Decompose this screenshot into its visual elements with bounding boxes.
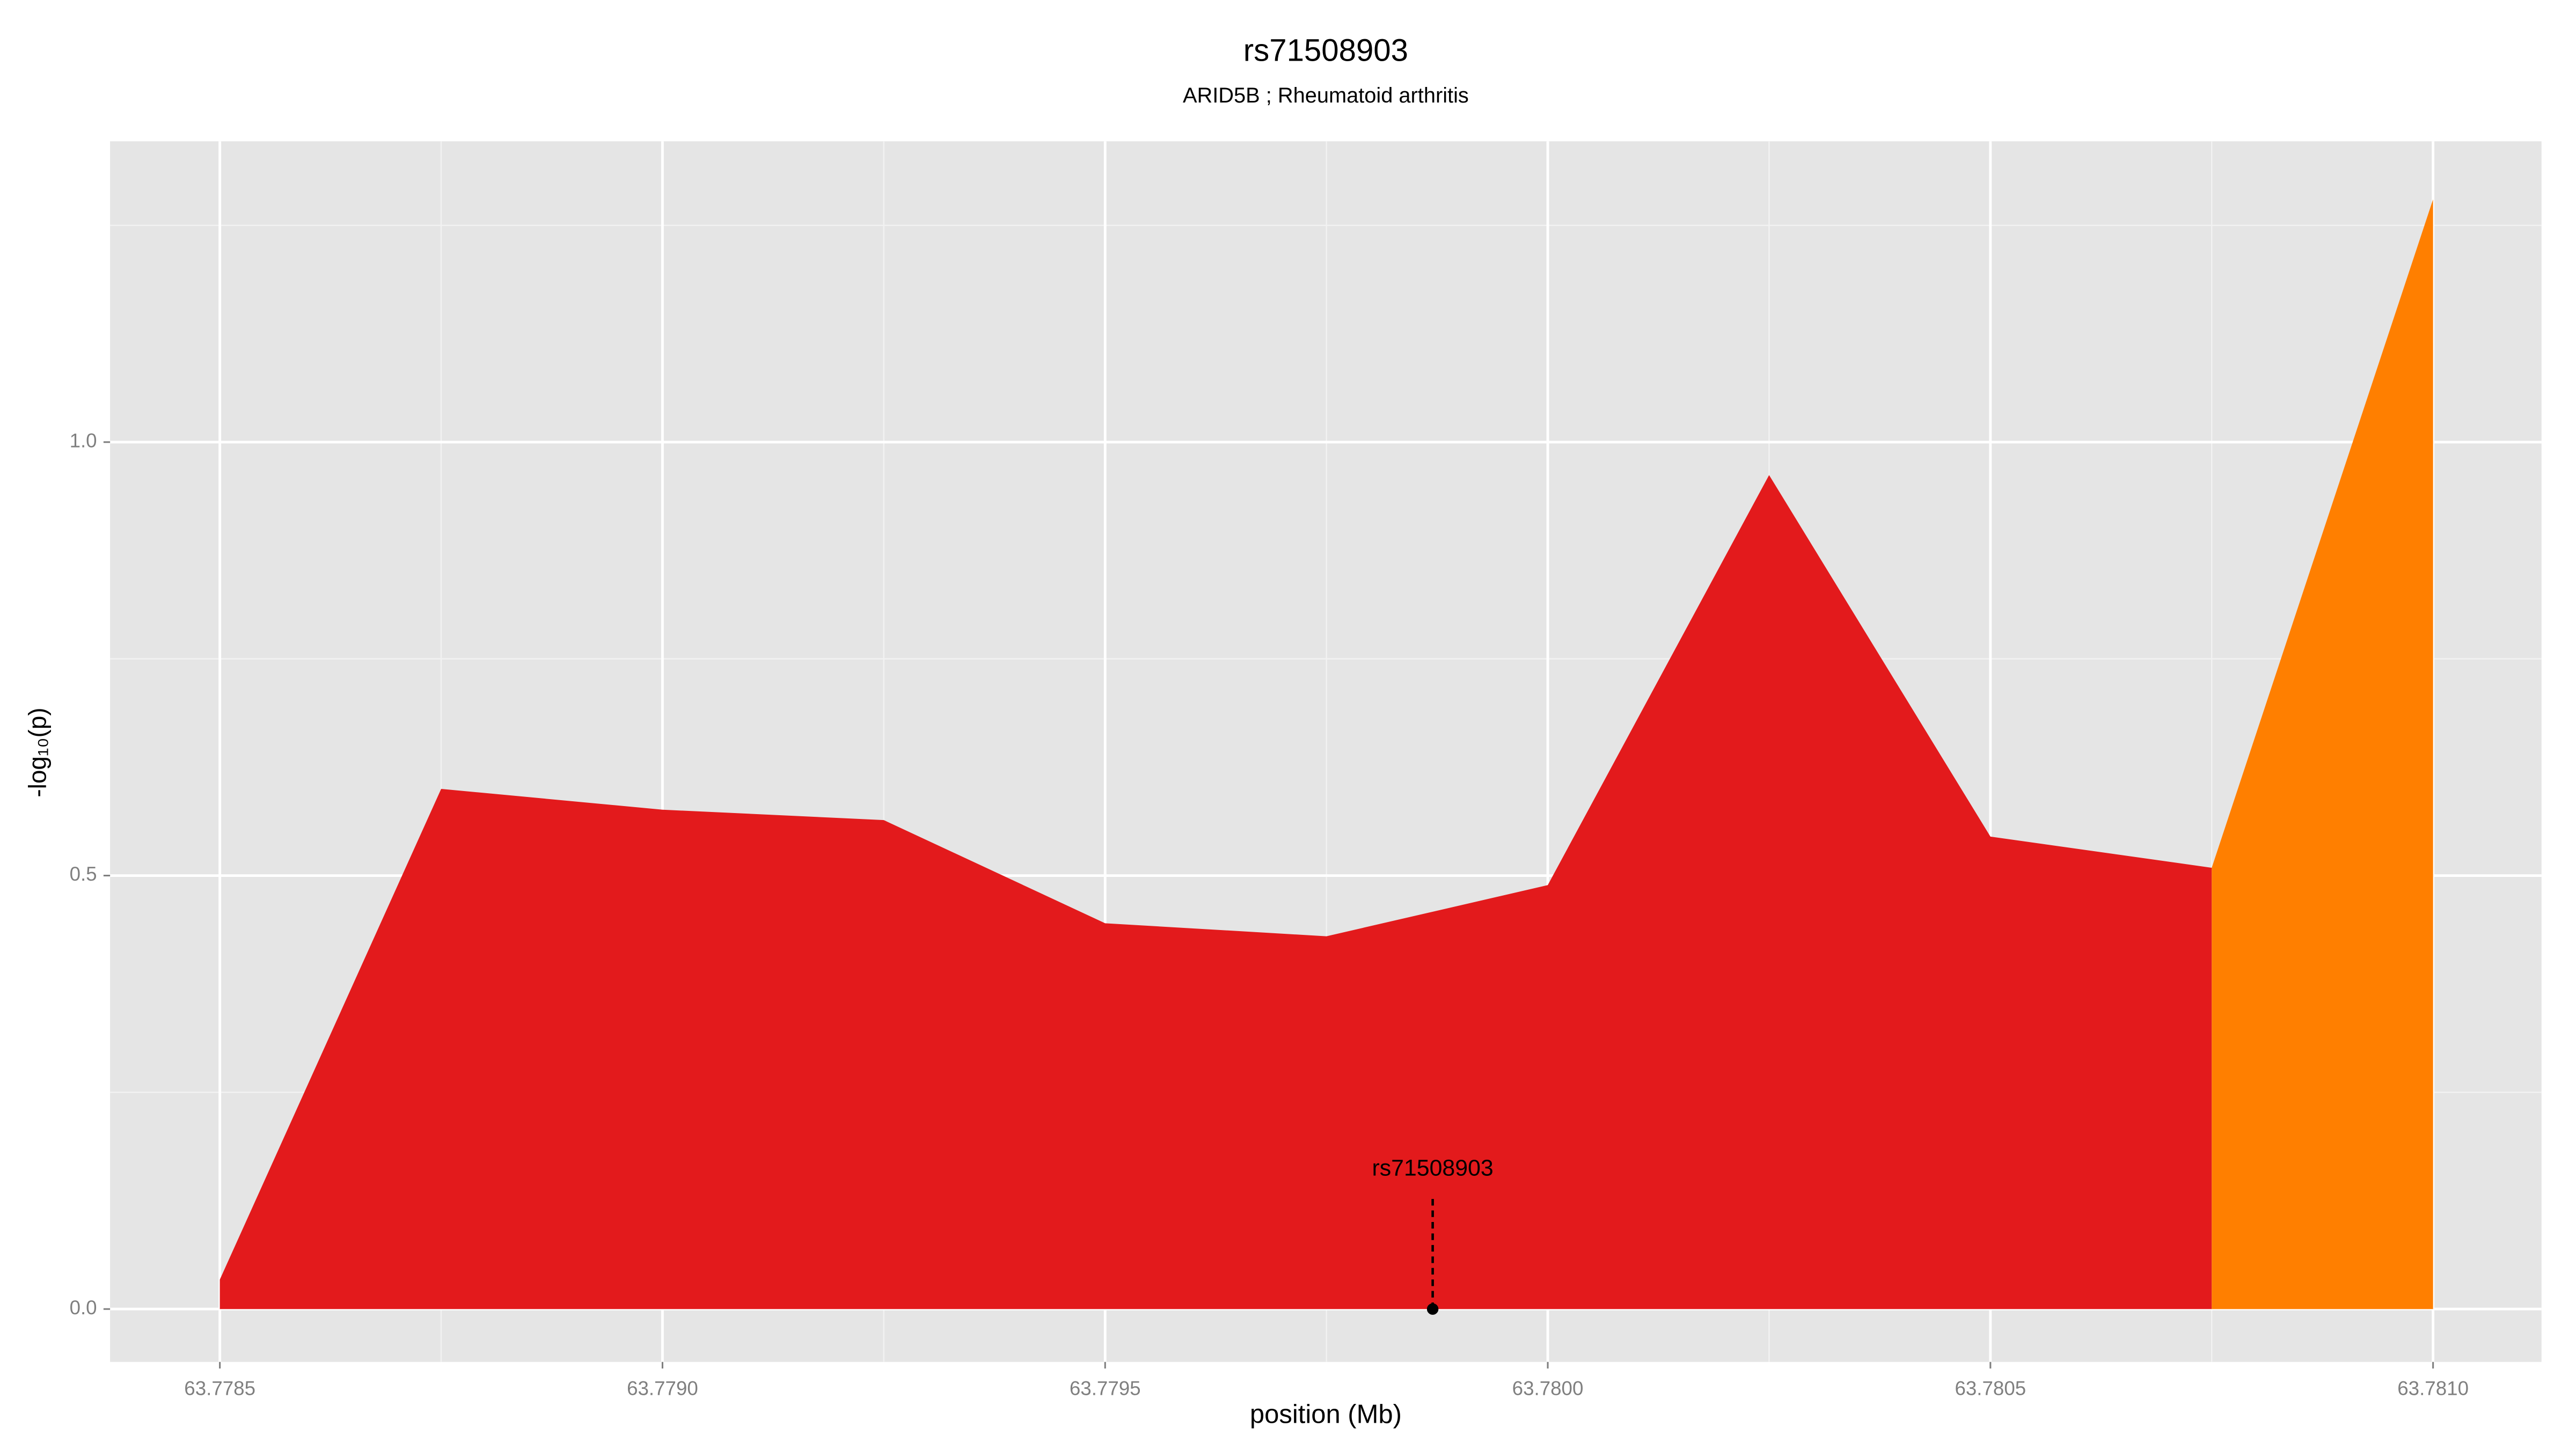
chart-subtitle: ARID5B ; Rheumatoid arthritis — [1183, 84, 1469, 107]
annotation-point — [1426, 1303, 1439, 1315]
x-tick-label: 63.7800 — [1512, 1377, 1584, 1399]
x-tick-label: 63.7810 — [2397, 1377, 2469, 1399]
x-tick-label: 63.7790 — [627, 1377, 698, 1399]
y-tick-label: 0.5 — [70, 863, 97, 885]
x-tick-label: 63.7795 — [1070, 1377, 1141, 1399]
x-axis-label: position (Mb) — [1250, 1400, 1402, 1429]
chart-title: rs71508903 — [1243, 33, 1408, 68]
area — [219, 475, 2212, 1309]
area — [2212, 199, 2433, 1309]
x-tick-label: 63.7805 — [1955, 1377, 2026, 1399]
y-axis-label: -log₁₀(p) — [24, 707, 52, 797]
y-tick-label: 0.0 — [70, 1297, 97, 1319]
y-tick-label: 1.0 — [70, 430, 97, 452]
x-tick-label: 63.7785 — [184, 1377, 255, 1399]
annotation-label: rs71508903 — [1372, 1155, 1493, 1181]
